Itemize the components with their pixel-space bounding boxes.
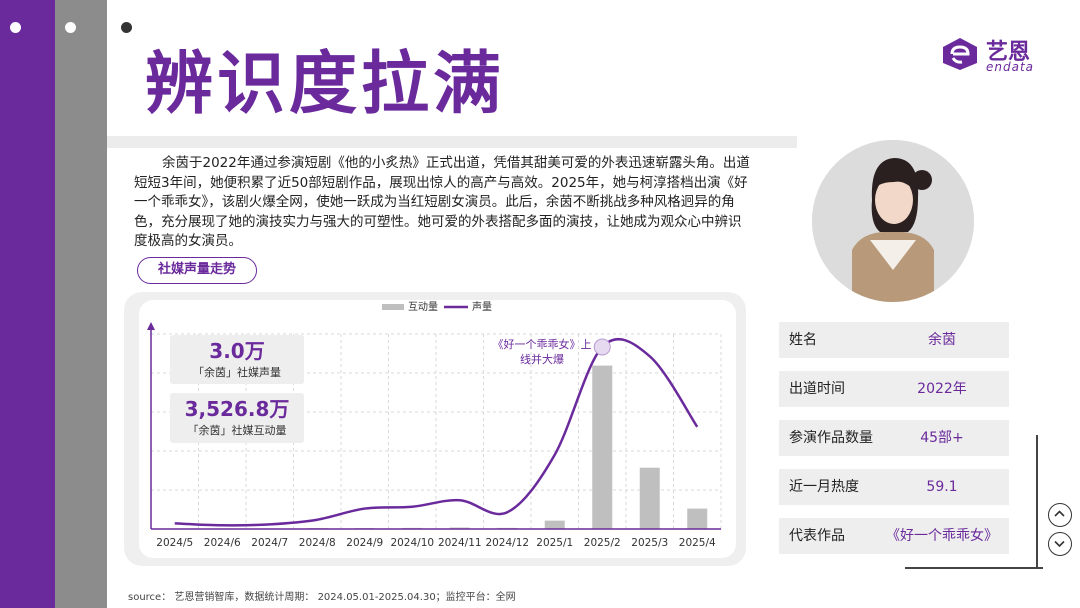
decor-dot bbox=[10, 22, 21, 33]
x-tick-label: 2025/1 bbox=[536, 537, 573, 549]
intro-paragraph-text: 余茵于2022年通过参演短剧《他的小炙热》正式出道，凭借其甜美可爱的外表迅速崭露… bbox=[134, 155, 750, 249]
nav-down-button[interactable] bbox=[1048, 532, 1072, 556]
title-underline-bar bbox=[107, 136, 797, 148]
x-tick-label: 2024/11 bbox=[438, 537, 482, 549]
bar-2025/3 bbox=[639, 467, 660, 529]
chart-axes bbox=[147, 322, 721, 530]
x-tick-label: 2024/6 bbox=[204, 537, 241, 549]
x-tick-label: 2024/10 bbox=[390, 537, 434, 549]
stat-volume-label: 「余茵」社媒声量 bbox=[193, 366, 281, 379]
chart-x-ticks: 2024/5 2024/6 2024/7 2024/8 2024/9 2024/10 202… bbox=[156, 537, 716, 549]
decor-line-horizontal bbox=[905, 567, 1043, 569]
logo-en-text: endata bbox=[986, 60, 1035, 74]
info-value: 59.1 bbox=[926, 479, 958, 495]
actress-photo bbox=[812, 140, 974, 302]
info-row-name: 姓名 余茵 bbox=[779, 322, 1009, 358]
info-row-representative-work: 代表作品 《好一个乖乖女》 bbox=[779, 518, 1009, 554]
endata-logo: 艺恩 endata bbox=[940, 34, 1050, 76]
portrait-illustration bbox=[812, 140, 974, 302]
legend-label-line: 声量 bbox=[472, 300, 492, 313]
left-purple-strip bbox=[0, 0, 55, 608]
x-tick-label: 2024/7 bbox=[251, 537, 288, 549]
series-line-声量 bbox=[174, 337, 699, 527]
info-key: 代表作品 bbox=[789, 528, 845, 544]
info-value: 《好一个乖乖女》 bbox=[886, 528, 998, 544]
bar-2025/1 bbox=[544, 520, 565, 529]
x-tick-label: 2025/3 bbox=[631, 537, 668, 549]
x-tick-label: 2024/9 bbox=[346, 537, 383, 549]
info-row-debut: 出道时间 2022年 bbox=[779, 371, 1009, 407]
x-tick-label: 2024/5 bbox=[156, 537, 193, 549]
chevron-up-icon bbox=[1054, 510, 1065, 517]
left-gray-strip bbox=[55, 0, 107, 608]
peak-marker bbox=[593, 338, 611, 356]
intro-paragraph: 余茵于2022年通过参演短剧《他的小炙热》正式出道，凭借其甜美可爱的外表迅速崭露… bbox=[134, 154, 754, 252]
chevron-down-icon bbox=[1054, 540, 1065, 548]
info-key: 出道时间 bbox=[789, 381, 845, 397]
annotation-line: 《好一个乖乖女》上 bbox=[493, 337, 592, 351]
chart-legend: 互动量 声量 bbox=[382, 300, 492, 313]
info-value: 45部+ bbox=[920, 430, 964, 446]
nav-up-button[interactable] bbox=[1048, 503, 1072, 527]
logo-cn-text: 艺恩 bbox=[986, 40, 1031, 65]
decor-line-vertical bbox=[1036, 435, 1038, 568]
chart-bars bbox=[164, 365, 708, 529]
info-row-works-count: 参演作品数量 45部+ bbox=[779, 420, 1009, 456]
legend-label-bar: 互动量 bbox=[408, 301, 438, 313]
bar-2025/4 bbox=[687, 508, 708, 529]
y-axis-arrow bbox=[147, 322, 155, 330]
source-note: source： 艺恩营销智库，数据统计周期： 2024.05.01-2025.0… bbox=[128, 592, 516, 603]
info-key: 参演作品数量 bbox=[789, 430, 873, 446]
stat-volume-value: 3.0万 bbox=[209, 339, 265, 363]
info-value: 2022年 bbox=[917, 381, 967, 397]
info-value: 余茵 bbox=[928, 332, 956, 348]
info-key: 姓名 bbox=[789, 332, 817, 348]
x-tick-label: 2024/8 bbox=[299, 537, 336, 549]
section-label-social-trend: 社媒声量走势 bbox=[137, 257, 257, 284]
x-tick-label: 2024/12 bbox=[485, 537, 529, 549]
legend-swatch-bar bbox=[382, 304, 404, 310]
page-title: 辨识度拉满 bbox=[145, 45, 506, 124]
x-tick-label: 2025/4 bbox=[679, 537, 716, 549]
decor-dot bbox=[65, 22, 76, 33]
annotation-line: 线并大爆 bbox=[520, 352, 564, 366]
bar-2025/2 bbox=[592, 365, 613, 529]
info-row-heat: 近一月热度 59.1 bbox=[779, 469, 1009, 505]
endata-logo-icon bbox=[943, 38, 977, 70]
stat-volume: 3.0万 「余茵」社媒声量 bbox=[170, 335, 304, 384]
stat-interaction-label: 「余茵」社媒互动量 bbox=[187, 424, 287, 437]
stat-interaction-value: 3,526.8万 bbox=[184, 397, 290, 421]
x-tick-label: 2025/2 bbox=[584, 537, 621, 549]
info-key: 近一月热度 bbox=[789, 479, 859, 495]
stat-interaction: 3,526.8万 「余茵」社媒互动量 bbox=[170, 393, 304, 443]
decor-dot bbox=[121, 22, 132, 33]
